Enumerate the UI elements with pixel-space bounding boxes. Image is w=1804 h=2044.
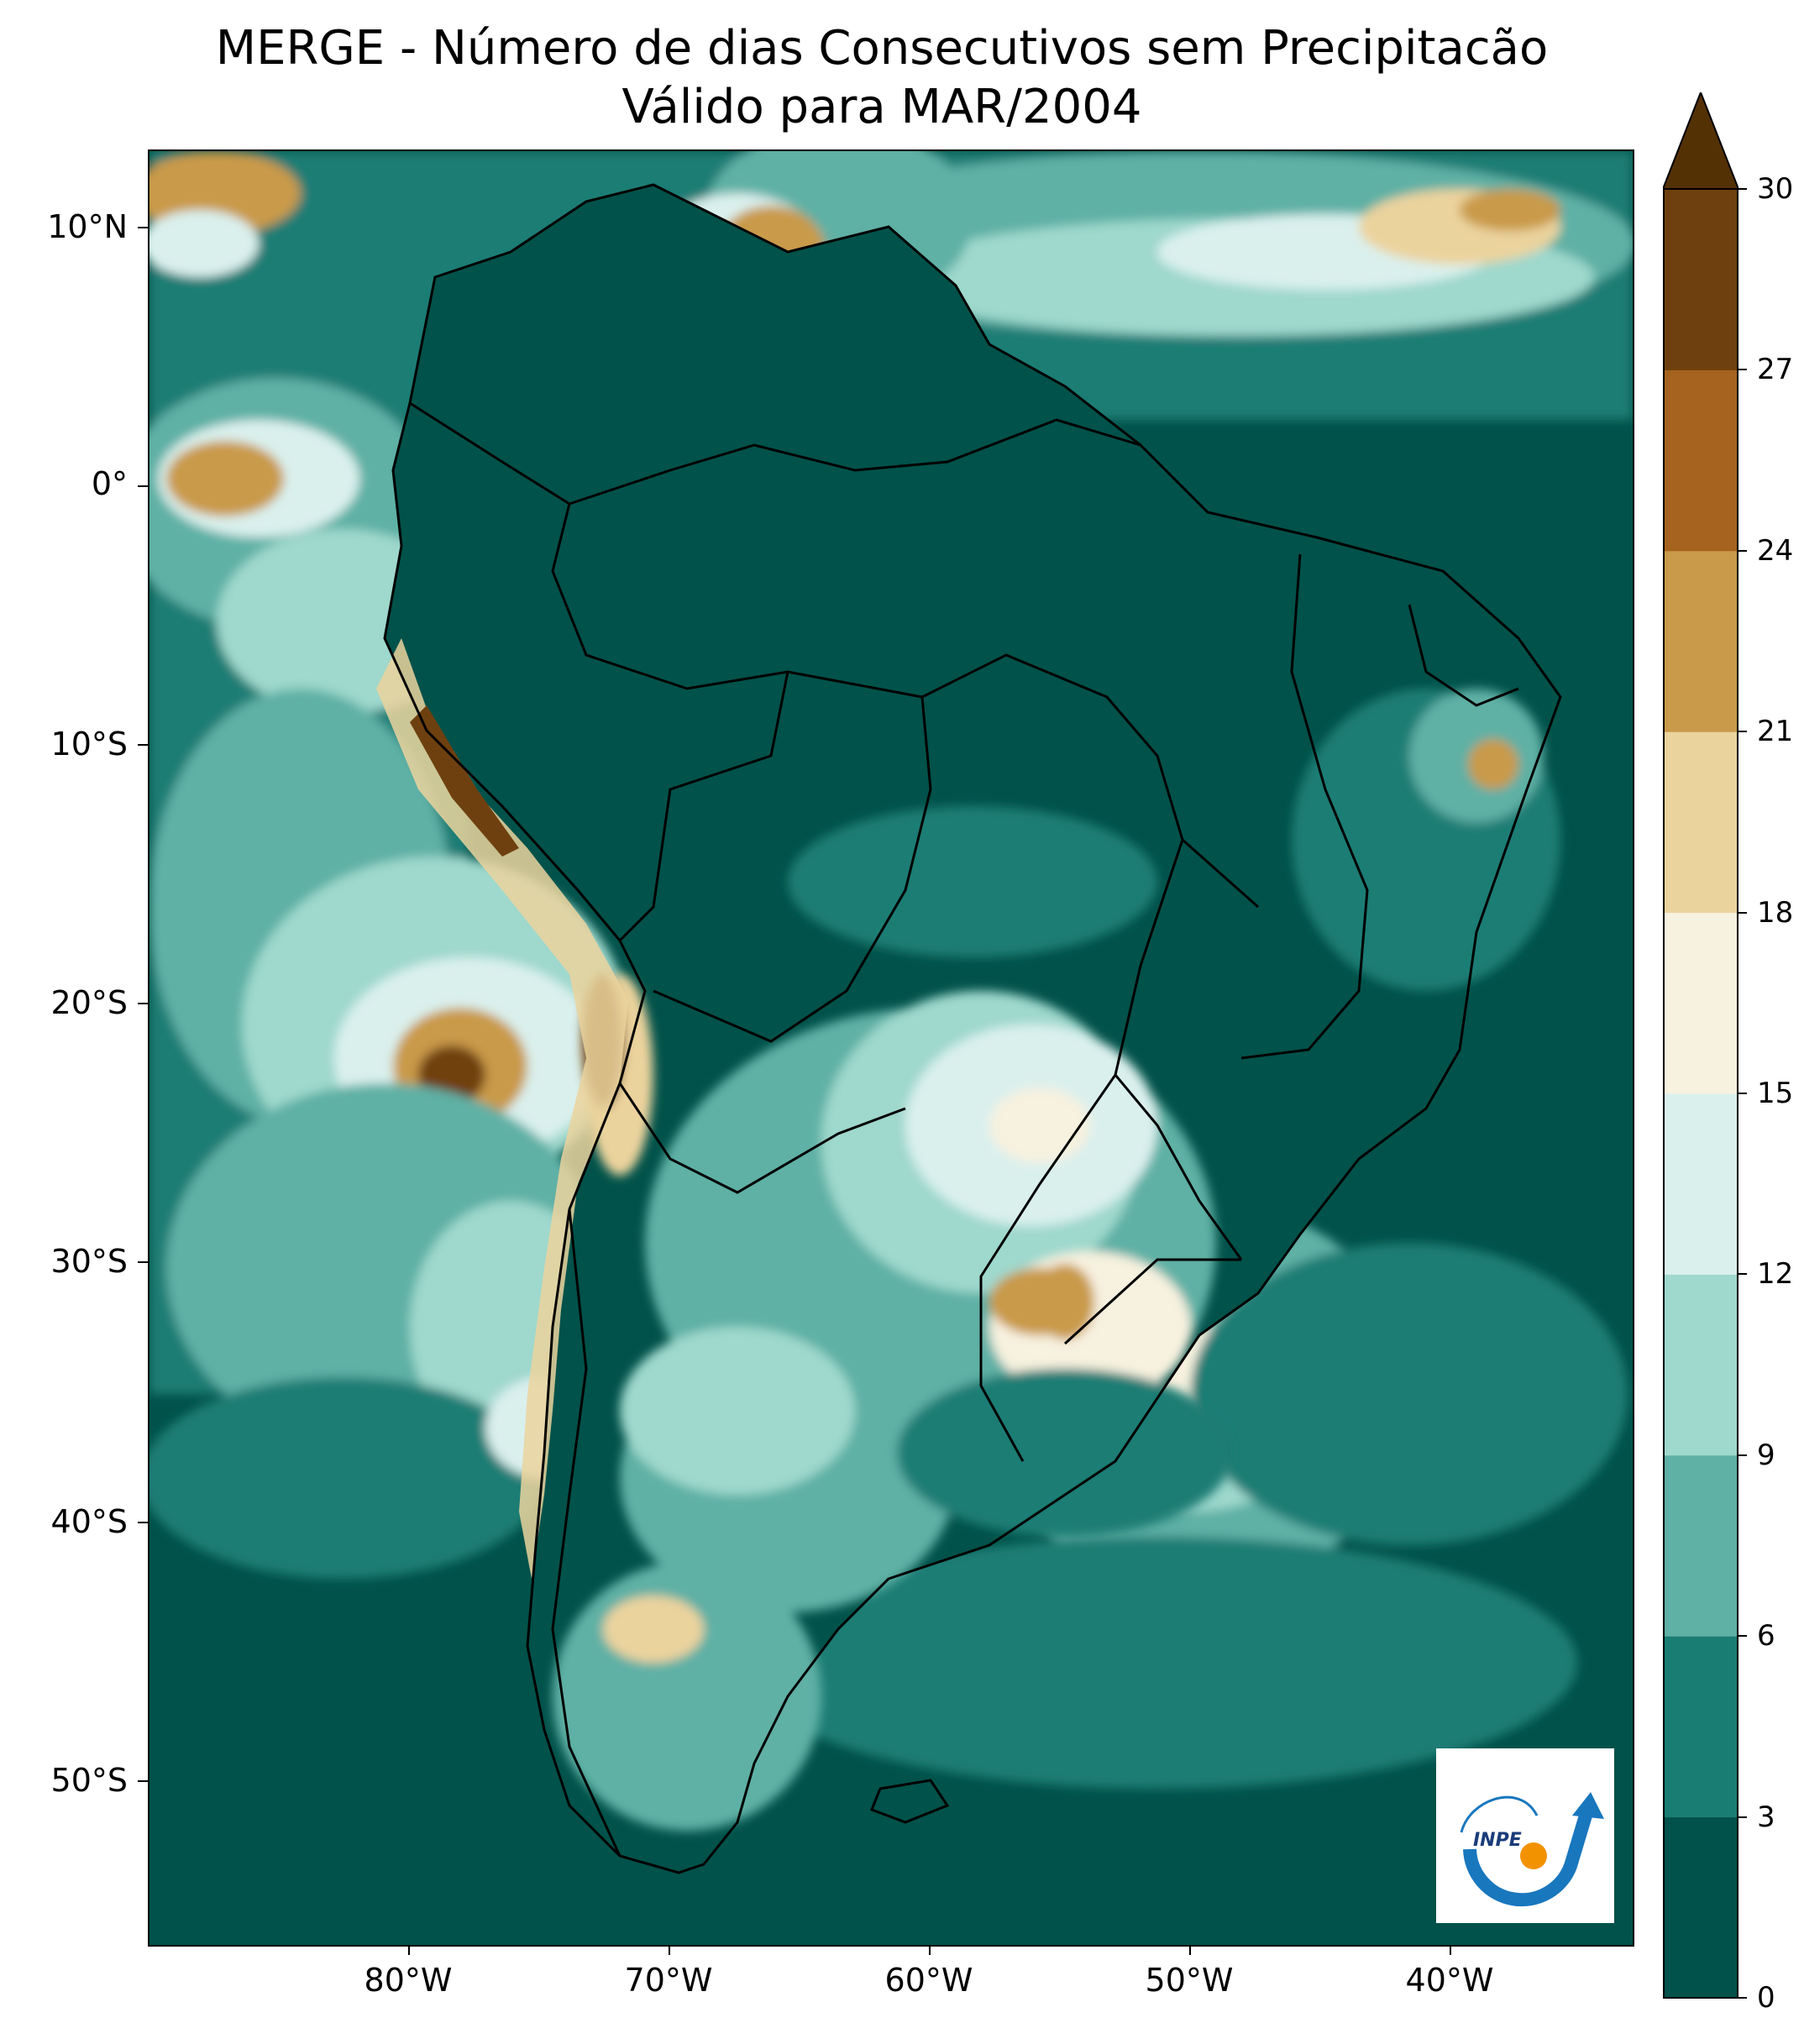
lon-tick xyxy=(1189,1945,1191,1955)
colorbar-segment xyxy=(1664,1454,1738,1637)
colorbar-tick xyxy=(1738,1816,1747,1818)
colorbar-segment xyxy=(1664,1636,1738,1818)
lat-label-10s: 10°S xyxy=(50,726,128,763)
lat-tick xyxy=(138,1261,148,1263)
map-subtitle: Válido para MAR/2004 xyxy=(621,80,1142,134)
colorbar-tick-label: 3 xyxy=(1757,1800,1775,1834)
colorbar xyxy=(1663,92,1738,1999)
colorbar-tick xyxy=(1738,911,1747,914)
lon-tick xyxy=(1450,1945,1451,1955)
colorbar-tick xyxy=(1738,1093,1747,1094)
falkland-islands xyxy=(870,1779,950,1824)
lat-label-20s: 20°S xyxy=(50,984,128,1021)
colorbar-tick-label: 27 xyxy=(1757,353,1794,387)
lon-label-80w: 80°W xyxy=(364,1962,453,1999)
colorbar-tick-label: 6 xyxy=(1757,1619,1775,1654)
map-panel xyxy=(148,149,1634,1947)
colorbar-tick-label: 21 xyxy=(1757,715,1794,749)
colorbar-tick xyxy=(1738,1997,1747,1999)
colorbar-tick xyxy=(1738,369,1747,371)
logo-swoosh xyxy=(1463,1813,1592,1907)
logo-text: INPE xyxy=(1473,1830,1522,1851)
inpe-logo: INPE xyxy=(1436,1748,1614,1923)
colorbar-tick xyxy=(1738,549,1747,552)
colorbar-segment xyxy=(1664,369,1738,552)
lon-label-40w: 40°W xyxy=(1405,1962,1494,1999)
lon-tick xyxy=(408,1945,410,1955)
colorbar-segment xyxy=(1664,1816,1738,1999)
colorbar-tick-label: 15 xyxy=(1757,1077,1794,1110)
logo-arrow xyxy=(1572,1792,1604,1819)
colorbar-tick-label: 30 xyxy=(1757,172,1794,206)
colorbar-segment xyxy=(1664,1274,1738,1456)
colorbar-tick-label: 24 xyxy=(1757,533,1794,568)
lat-label-10n: 10°N xyxy=(47,208,128,245)
map-title: MERGE - Número de dias Consecutivos sem … xyxy=(215,21,1549,76)
colorbar-tick-label: 0 xyxy=(1757,1981,1775,2015)
lon-label-60w: 60°W xyxy=(884,1962,973,1999)
lat-tick xyxy=(138,1522,148,1523)
colorbar-tick xyxy=(1738,1273,1747,1276)
colorbar-tick xyxy=(1738,1454,1747,1456)
logo-orbit xyxy=(1460,1795,1539,1833)
colorbar-segment xyxy=(1664,550,1738,732)
lat-label-50s: 50°S xyxy=(50,1762,128,1799)
precipitation-map xyxy=(149,151,1633,1945)
colorbar-segment xyxy=(1664,189,1738,370)
lat-tick xyxy=(138,1003,148,1004)
land-field xyxy=(553,689,1560,1831)
colorbar-tick-label: 18 xyxy=(1757,895,1794,930)
lat-label-40s: 40°S xyxy=(50,1503,128,1540)
lat-tick xyxy=(138,485,148,487)
lon-tick xyxy=(669,1945,670,1955)
lat-label-0: 0° xyxy=(91,465,128,502)
lat-tick xyxy=(138,227,148,228)
colorbar-segment xyxy=(1664,1093,1738,1275)
country-borders xyxy=(383,183,1562,1874)
colorbar-tick-label: 12 xyxy=(1757,1257,1794,1292)
lat-tick xyxy=(138,1780,148,1782)
lat-tick xyxy=(138,744,148,746)
lon-tick xyxy=(929,1945,931,1955)
colorbar-outline xyxy=(1663,189,1738,1999)
colorbar-tick xyxy=(1738,1635,1747,1638)
colorbar-extend-arrow xyxy=(1663,92,1738,190)
colorbar-segment xyxy=(1664,912,1738,1094)
colorbar-tick xyxy=(1738,188,1747,190)
lon-label-70w: 70°W xyxy=(624,1962,713,1999)
colorbar-tick xyxy=(1738,731,1747,733)
colorbar-tick-label: 9 xyxy=(1757,1438,1775,1472)
andes-dry-north xyxy=(410,705,519,857)
lat-label-30s: 30°S xyxy=(50,1243,128,1280)
logo-sun xyxy=(1520,1842,1547,1869)
colorbar-segment xyxy=(1664,731,1738,914)
lon-label-50w: 50°W xyxy=(1145,1962,1234,1999)
